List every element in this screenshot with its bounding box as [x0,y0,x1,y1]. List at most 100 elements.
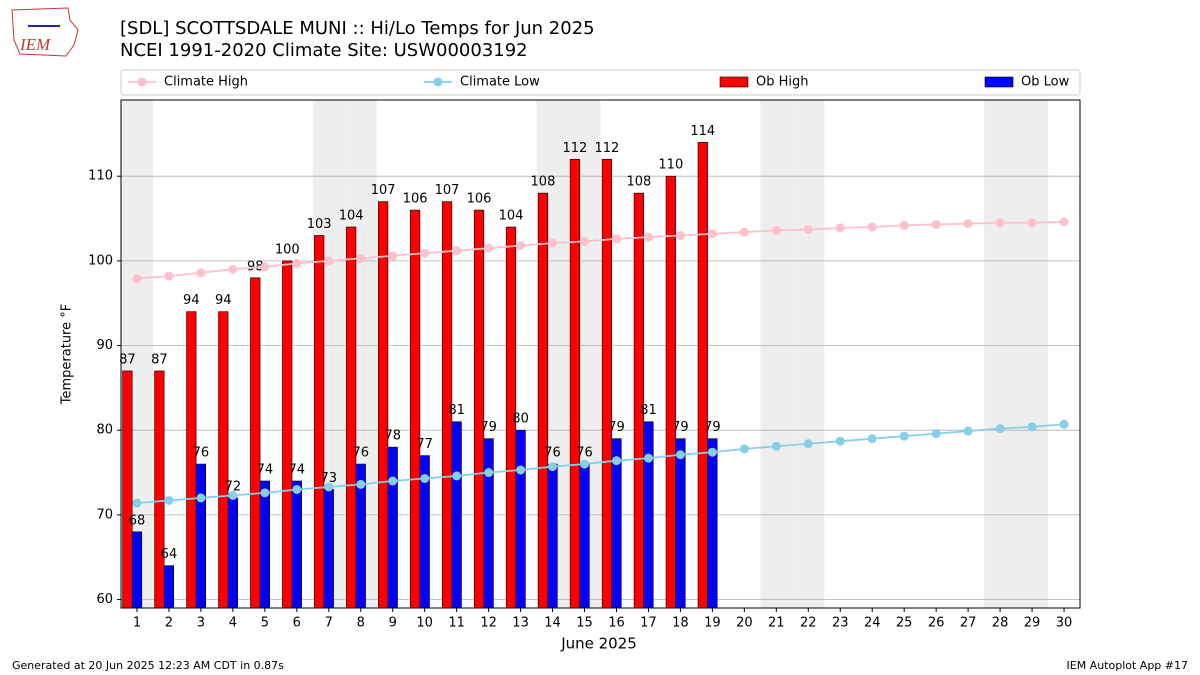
bar [291,480,302,609]
line-marker [548,238,558,248]
line-marker [388,476,398,486]
line-marker [931,219,941,229]
line-marker [292,484,302,494]
line-marker [516,465,526,475]
x-tick-label: 9 [389,616,397,631]
bar [314,235,325,609]
bar [569,158,581,609]
x-tick-label: 21 [768,616,785,631]
x-tick-label: 20 [736,616,753,631]
line-marker [1027,218,1037,228]
plot-frame [120,99,1081,609]
bar-value-label: 78 [384,429,401,444]
bar [633,192,644,609]
bar-value-label: 94 [215,293,232,308]
bar-value-label: 106 [403,192,428,207]
line-marker [771,441,781,451]
bar [346,226,357,609]
line-marker [1059,217,1069,227]
line-marker [580,459,590,469]
bar [154,370,165,609]
line-marker [420,473,430,483]
x-tick-label: 5 [261,616,269,631]
line-marker [260,262,270,272]
line-marker [675,230,685,240]
x-tick-label: 4 [229,616,237,631]
y-tick-label: 60 [96,592,113,607]
bar-value-label: 74 [257,463,274,478]
bar-value-label: 114 [690,124,715,139]
line-marker [228,490,238,500]
bar-value-label: 106 [467,192,492,207]
line-marker [611,456,621,466]
line-marker [899,431,909,441]
line-marker [388,251,398,261]
line-marker [580,236,590,246]
bar [122,370,133,609]
bar-value-label: 81 [640,403,657,418]
x-tick-label: 12 [480,616,497,631]
legend-label: Ob Low [1021,75,1070,90]
x-tick-label: 10 [416,616,433,631]
bar [473,209,485,609]
bar [227,497,238,609]
x-tick-label: 11 [448,616,465,631]
footer-left: Generated at 20 Jun 2025 12:23 AM CDT in… [12,659,284,672]
bar-value-label: 76 [193,446,210,461]
x-tick-label: 1 [133,616,141,631]
line-marker [643,232,653,242]
bar-value-label: 94 [183,293,200,308]
bar [537,192,549,609]
line-marker [292,258,302,268]
line-marker [995,424,1005,434]
line-marker [164,495,174,505]
bar-value-label: 87 [119,352,136,367]
footer-right: IEM Autoplot App #17 [1067,659,1189,672]
bar-value-label: 112 [563,141,588,156]
x-tick-label: 28 [992,616,1009,631]
x-tick-label: 26 [928,616,945,631]
line-marker [611,234,621,244]
y-tick-label: 110 [88,169,113,184]
line-marker [675,450,685,460]
line-marker [867,434,877,444]
x-tick-label: 6 [293,616,301,631]
x-tick-label: 7 [325,616,333,631]
bar [387,446,398,609]
line-marker [260,488,270,498]
x-tick-label: 25 [896,616,913,631]
line-marker [164,271,174,281]
bar-value-label: 108 [531,175,556,190]
line-marker [771,225,781,235]
line-marker [356,479,366,489]
bar-value-label: 68 [129,513,146,528]
bar-value-label: 110 [658,158,683,173]
bar [323,489,334,609]
bar [515,429,526,609]
bar-value-label: 73 [321,471,338,486]
x-tick-label: 27 [960,616,977,631]
line-marker [420,248,430,258]
line-marker [867,222,877,232]
bar-value-label: 79 [672,420,689,435]
x-tick-label: 18 [672,616,689,631]
line-marker [963,426,973,436]
line-marker [228,264,238,274]
bar-value-label: 103 [307,217,332,232]
bar [378,201,389,609]
bar-value-label: 64 [161,547,178,562]
bar-value-label: 80 [512,412,529,427]
bar-value-label: 74 [289,463,306,478]
chart-subtitle: NCEI 1991-2020 Climate Site: USW00003192 [120,40,528,61]
x-tick-label: 2 [165,616,173,631]
line-marker [324,482,334,492]
line-marker [452,471,462,481]
bar [547,463,558,609]
line-marker [1027,422,1037,432]
bar-value-label: 76 [576,446,593,461]
line-marker [803,225,813,235]
bar-value-label: 77 [416,437,433,452]
line-marker [516,241,526,251]
line-marker [707,229,717,239]
bar [409,209,421,609]
